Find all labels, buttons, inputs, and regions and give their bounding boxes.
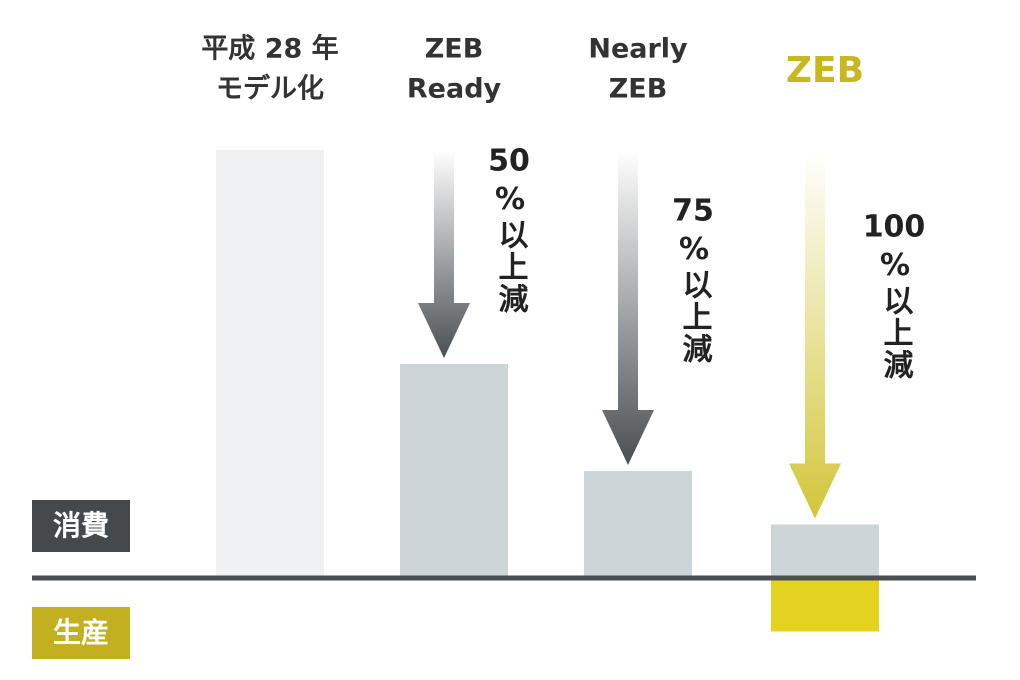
- category-label: モデル化: [216, 73, 324, 105]
- legend-label: 生産: [53, 616, 109, 649]
- category-label: 平成 28 年: [201, 33, 338, 65]
- bar: [771, 578, 879, 632]
- category-label: ZEB: [425, 34, 484, 65]
- legend-label: 消費: [53, 509, 109, 542]
- arrow: [418, 150, 470, 358]
- bar: [400, 364, 508, 578]
- reduction-label: %以上減: [493, 182, 529, 315]
- category-label: ZEB: [786, 50, 864, 91]
- bar: [216, 150, 324, 578]
- legend-box: [32, 500, 130, 552]
- reduction-value: 75: [672, 194, 714, 229]
- arrow: [789, 150, 841, 519]
- category-label: Ready: [407, 74, 502, 105]
- bar: [584, 471, 692, 578]
- reduction-value: 50: [488, 144, 530, 179]
- arrow: [602, 150, 654, 465]
- bar: [771, 524, 879, 578]
- legend-box: [32, 607, 130, 659]
- category-label: Nearly: [588, 34, 688, 65]
- category-label: ZEB: [609, 74, 668, 105]
- reduction-value: 100: [863, 210, 926, 245]
- reduction-label: %以上減: [878, 248, 914, 381]
- reduction-label: %以上減: [677, 232, 713, 365]
